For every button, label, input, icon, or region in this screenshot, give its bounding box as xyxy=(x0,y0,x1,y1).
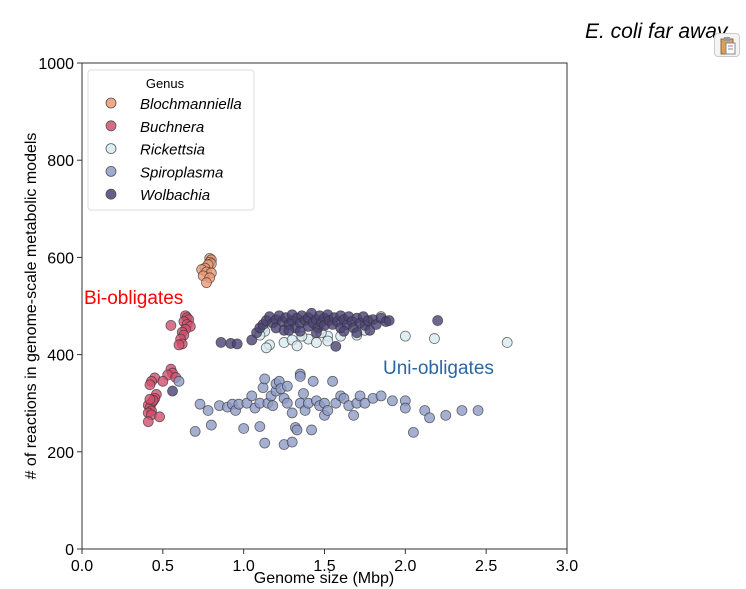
point-wolbachia xyxy=(330,340,342,352)
point-spiroplasma xyxy=(294,371,306,382)
point-spiroplasma xyxy=(307,375,319,387)
chart-title: E. coli far away xyxy=(585,20,729,43)
point-spiroplasma xyxy=(254,421,266,432)
legend-marker-buchnera xyxy=(105,120,117,132)
point-spiroplasma xyxy=(472,405,484,416)
point-spiroplasma xyxy=(281,380,293,392)
point-wolbachia xyxy=(338,325,350,337)
point-spiroplasma xyxy=(399,402,411,414)
x-tick-label: 0.0 xyxy=(71,558,93,575)
point-rickettsia xyxy=(429,333,440,344)
point-spiroplasma xyxy=(286,407,298,419)
y-tick-label: 400 xyxy=(47,348,74,365)
point-rickettsia xyxy=(311,337,322,348)
x-axis-label: Genome size (Mbp) xyxy=(254,570,395,587)
point-spiroplasma xyxy=(257,382,269,394)
point-spiroplasma xyxy=(456,405,468,416)
point-spiroplasma xyxy=(348,409,360,421)
point-buchnera xyxy=(144,379,156,391)
legend-marker-rickettsia xyxy=(105,143,117,155)
point-wolbachia xyxy=(294,325,306,337)
x-tick-label: 3.0 xyxy=(556,558,578,575)
legend-label-rickettsia: Rickettsia xyxy=(140,142,205,159)
point-spiroplasma xyxy=(306,424,317,436)
point-spiroplasma xyxy=(259,373,271,385)
point-spiroplasma xyxy=(238,423,250,434)
legend-box xyxy=(87,69,255,211)
point-wolbachia xyxy=(364,324,376,336)
point-buchnera xyxy=(144,393,156,405)
point-spiroplasma xyxy=(322,405,334,416)
point-buchnera xyxy=(173,339,185,351)
y-tick-label: 1000 xyxy=(38,56,74,73)
point-buchnera xyxy=(142,416,154,428)
legend-title: Genus xyxy=(146,76,185,91)
point-blochmanniella xyxy=(201,277,212,289)
y-tick-label: 800 xyxy=(47,153,74,170)
x-tick-label: 1.5 xyxy=(313,558,335,575)
legend-label-buchnera: Buchnera xyxy=(140,119,204,136)
point-wolbachia xyxy=(383,315,395,326)
point-buchnera xyxy=(157,375,169,387)
point-wolbachia xyxy=(351,327,363,339)
point-wolbachia xyxy=(283,324,295,336)
annotation-uni-obligates: Uni-obligates xyxy=(383,358,494,379)
point-spiroplasma xyxy=(327,375,338,387)
y-tick-label: 600 xyxy=(47,250,74,267)
annotation-bi-obligates: Bi-obligates xyxy=(84,288,183,309)
x-tick-label: 2.5 xyxy=(475,558,497,575)
legend-marker-spiroplasma xyxy=(105,165,117,177)
point-spiroplasma xyxy=(246,390,258,402)
legend-marker-wolbachia xyxy=(105,188,117,200)
point-rickettsia xyxy=(291,340,303,352)
x-axis: 0.0 0.5 1.0 1.5 2.0 2.5 3.0 xyxy=(71,549,578,575)
point-spiroplasma xyxy=(298,388,309,399)
point-spiroplasma xyxy=(424,412,435,424)
point-spiroplasma xyxy=(286,436,298,448)
point-wolbachia xyxy=(167,385,178,397)
point-spiroplasma xyxy=(205,419,217,431)
point-spiroplasma xyxy=(408,426,419,438)
point-wolbachia xyxy=(311,327,322,339)
point-wolbachia xyxy=(231,338,243,350)
point-rickettsia xyxy=(322,335,334,347)
point-spiroplasma xyxy=(359,397,371,409)
point-rickettsia xyxy=(399,330,411,342)
legend-marker-blochmanniella xyxy=(105,97,117,109)
legend-label-spiroplasma: Spiroplasma xyxy=(140,164,223,181)
y-tick-label: 200 xyxy=(47,445,74,462)
point-spiroplasma xyxy=(194,398,206,410)
point-spiroplasma xyxy=(189,425,201,437)
legend: Genus Blochmanniella Buchnera Rickettsia Sp… xyxy=(87,69,255,211)
point-buchnera xyxy=(154,411,166,423)
legend-label-blochmanniella: Blochmanniella xyxy=(140,96,242,113)
point-wolbachia xyxy=(432,315,444,326)
legend-label-wolbachia: Wolbachia xyxy=(140,187,210,204)
x-tick-label: 1.0 xyxy=(233,558,255,575)
points-layer xyxy=(142,252,513,450)
point-spiroplasma xyxy=(202,405,214,416)
point-spiroplasma xyxy=(259,437,271,449)
point-rickettsia xyxy=(501,337,513,348)
point-spiroplasma xyxy=(386,395,398,407)
clipboard-icon[interactable] xyxy=(714,33,740,57)
x-tick-label: 0.5 xyxy=(152,558,174,575)
point-wolbachia xyxy=(215,337,227,348)
point-spiroplasma xyxy=(375,390,387,402)
point-spiroplasma xyxy=(267,400,279,412)
point-buchnera xyxy=(165,320,177,331)
point-spiroplasma xyxy=(281,397,293,409)
y-axis-label: # of reactions in genome-scale metabolic… xyxy=(23,133,40,480)
point-spiroplasma xyxy=(291,424,303,436)
x-tick-label: 2.0 xyxy=(394,558,416,575)
point-rickettsia xyxy=(260,342,272,354)
y-tick-label: 0 xyxy=(65,542,74,559)
y-axis: 0 200 400 600 800 1000 xyxy=(38,56,82,559)
point-spiroplasma xyxy=(173,375,185,387)
point-spiroplasma xyxy=(440,409,452,421)
